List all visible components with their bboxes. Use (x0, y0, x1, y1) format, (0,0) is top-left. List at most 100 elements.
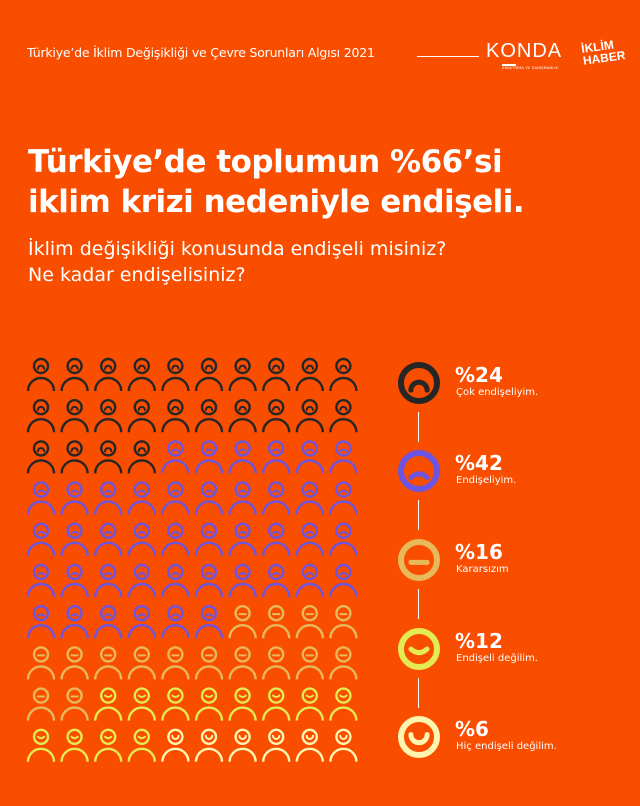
person-icon-not-worried (295, 687, 324, 721)
person-icon-very-worried (127, 357, 156, 392)
legend-percentage: %42 (455, 451, 503, 475)
legend-label: Endişeliyim. (456, 475, 517, 486)
person-icon-worried (60, 481, 89, 515)
person-icon-worried (94, 563, 123, 598)
person-icon-worried (60, 563, 89, 598)
person-icon-not-worried (262, 687, 291, 721)
person-icon-worried (94, 522, 123, 556)
person-icon-neutral (228, 605, 257, 639)
konda-logo-bar (502, 64, 516, 66)
person-icon-worried (329, 440, 358, 474)
person-icon-very-worried (26, 440, 56, 474)
person-icon-very-worried (94, 357, 123, 392)
person-icon-worried (194, 605, 224, 639)
person-icon-not-worried (161, 687, 190, 721)
headline-line-1: Türkiye’de toplumun %66’si (28, 144, 503, 180)
person-icon-worried (127, 481, 156, 515)
headline-line-2: iklim krizi nedeniyle endişeli. (28, 184, 525, 220)
person-icon-very-worried (60, 357, 89, 392)
person-icon-worried (60, 522, 89, 556)
person-icon-worried (295, 522, 324, 556)
legend-face-icon-neutral (398, 539, 440, 581)
person-icon-not-worried-at-all (194, 728, 224, 762)
person-icon-very-worried (161, 357, 190, 392)
person-icon-neutral (295, 605, 324, 639)
person-icon-worried (194, 481, 224, 515)
person-icon-worried (26, 481, 56, 515)
person-icon-worried (194, 522, 224, 556)
person-icon-very-worried (60, 440, 89, 474)
person-icon-neutral (127, 646, 156, 680)
headline: Türkiye’de toplumun %66’si iklim krizi n… (28, 142, 525, 222)
person-icon-worried (228, 563, 257, 598)
person-icon-neutral (60, 687, 89, 721)
person-icon-not-worried (94, 728, 123, 762)
person-icon-worried (262, 563, 291, 598)
person-icon-worried (161, 481, 190, 515)
person-icon-worried (127, 605, 156, 639)
iklim-haber-logo: İKLİM HABER (580, 37, 627, 68)
person-icon-worried (262, 440, 291, 474)
person-icon-neutral (228, 646, 257, 680)
question-line-2: Ne kadar endişelisiniz? (28, 264, 246, 286)
person-icon-very-worried (228, 357, 257, 392)
person-icon-very-worried (262, 357, 291, 392)
legend-connector-line (418, 678, 419, 708)
person-icon-worried (295, 481, 324, 515)
person-icon-very-worried (161, 399, 190, 433)
person-icon-not-worried-at-all (161, 728, 190, 762)
person-icon-not-worried (26, 728, 56, 762)
person-icon-worried (262, 481, 291, 515)
person-icon-not-worried (60, 728, 89, 762)
legend-face-icon-very-worried (398, 362, 440, 404)
person-icon-very-worried (60, 399, 89, 433)
person-icon-neutral (262, 646, 291, 680)
konda-tagline: ARAŞTIRMA VE DANIŞMANLIK (502, 66, 559, 70)
konda-logo: KONDA (486, 40, 563, 62)
legend-label: Kararsızım (456, 564, 509, 575)
person-icon-not-worried-at-all (295, 728, 324, 762)
legend-percentage: %12 (455, 629, 503, 653)
person-icon-very-worried (127, 440, 156, 474)
legend-face-icon-worried (398, 450, 440, 492)
person-icon-not-worried (228, 687, 257, 721)
legend-connector-line (418, 412, 419, 442)
person-icon-worried (329, 563, 358, 598)
person-icon-worried (295, 563, 324, 598)
person-icon-neutral (161, 646, 190, 680)
person-icon-worried (228, 481, 257, 515)
person-icon-neutral (26, 646, 56, 680)
question: İklim değişikliği konusunda endişeli mis… (28, 236, 446, 288)
person-icon-not-worried (329, 687, 358, 721)
person-icon-worried (194, 440, 224, 474)
person-icon-worried (194, 563, 224, 598)
legend-percentage: %16 (455, 540, 503, 564)
person-icon-very-worried (262, 399, 291, 433)
person-icon-worried (26, 522, 56, 556)
person-icon-worried (295, 440, 324, 474)
person-icon-neutral (94, 646, 123, 680)
legend-face-icon-not-worried-at-all (398, 716, 440, 758)
person-icon-worried (329, 522, 358, 556)
person-icon-worried (161, 605, 190, 639)
person-icon-neutral (194, 646, 224, 680)
person-icon-very-worried (295, 357, 324, 392)
person-icon-worried (26, 563, 56, 598)
person-icon-worried (94, 481, 123, 515)
person-icon-worried (94, 605, 123, 639)
person-icon-very-worried (329, 399, 358, 433)
person-icon-not-worried-at-all (228, 728, 257, 762)
person-icon-very-worried (26, 357, 56, 392)
person-icon-worried (262, 522, 291, 556)
legend-connector-line (418, 500, 419, 530)
legend-face-icon-not-worried (398, 628, 440, 670)
person-icon-very-worried (127, 399, 156, 433)
person-icon-not-worried (94, 687, 123, 721)
person-icon-very-worried (295, 399, 324, 433)
question-line-1: İklim değişikliği konusunda endişeli mis… (28, 238, 447, 260)
legend-label: Çok endişeliyim. (456, 387, 539, 398)
people-grid (26, 357, 358, 762)
person-icon-neutral (329, 605, 358, 639)
person-icon-not-worried-at-all (329, 728, 358, 762)
legend-label: Endişeli değilim. (456, 653, 538, 664)
